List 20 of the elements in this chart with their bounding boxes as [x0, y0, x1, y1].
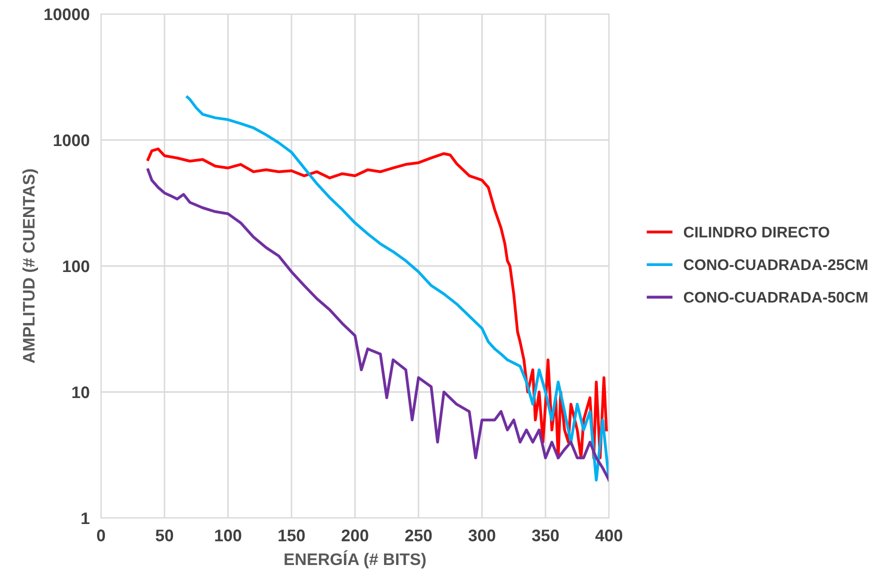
line-series — [186, 96, 609, 482]
x-tick-label: 150 — [278, 530, 305, 542]
y-tick-label: 10000 — [44, 8, 90, 20]
legend-label: CILINDRO DIRECTO — [684, 226, 830, 238]
x-tick-label: 100 — [215, 530, 242, 542]
y-tick-label: 100 — [63, 260, 90, 272]
x-tick-label: 400 — [595, 530, 622, 542]
x-tick-label: 300 — [468, 530, 496, 542]
y-axis-title: AMPLITUD (# CUENTAS) — [22, 169, 38, 364]
y-tick-label: 10 — [72, 386, 90, 398]
x-tick-label: 50 — [156, 530, 174, 542]
x-tick-label: 350 — [532, 530, 559, 542]
legend-label: CONO-CUADRADA-25CM — [684, 259, 868, 270]
x-tick-label: 200 — [342, 530, 368, 542]
legend-label: CONO-CUADRADA-50CM — [684, 292, 868, 303]
y-tick-label: 1000 — [54, 134, 90, 146]
x-tick-label: 250 — [405, 530, 432, 542]
y-tick-label: 1 — [82, 512, 90, 524]
x-axis-title: ENERGÍA (# BITS) — [284, 550, 426, 568]
x-tick-label: 0 — [97, 530, 105, 542]
